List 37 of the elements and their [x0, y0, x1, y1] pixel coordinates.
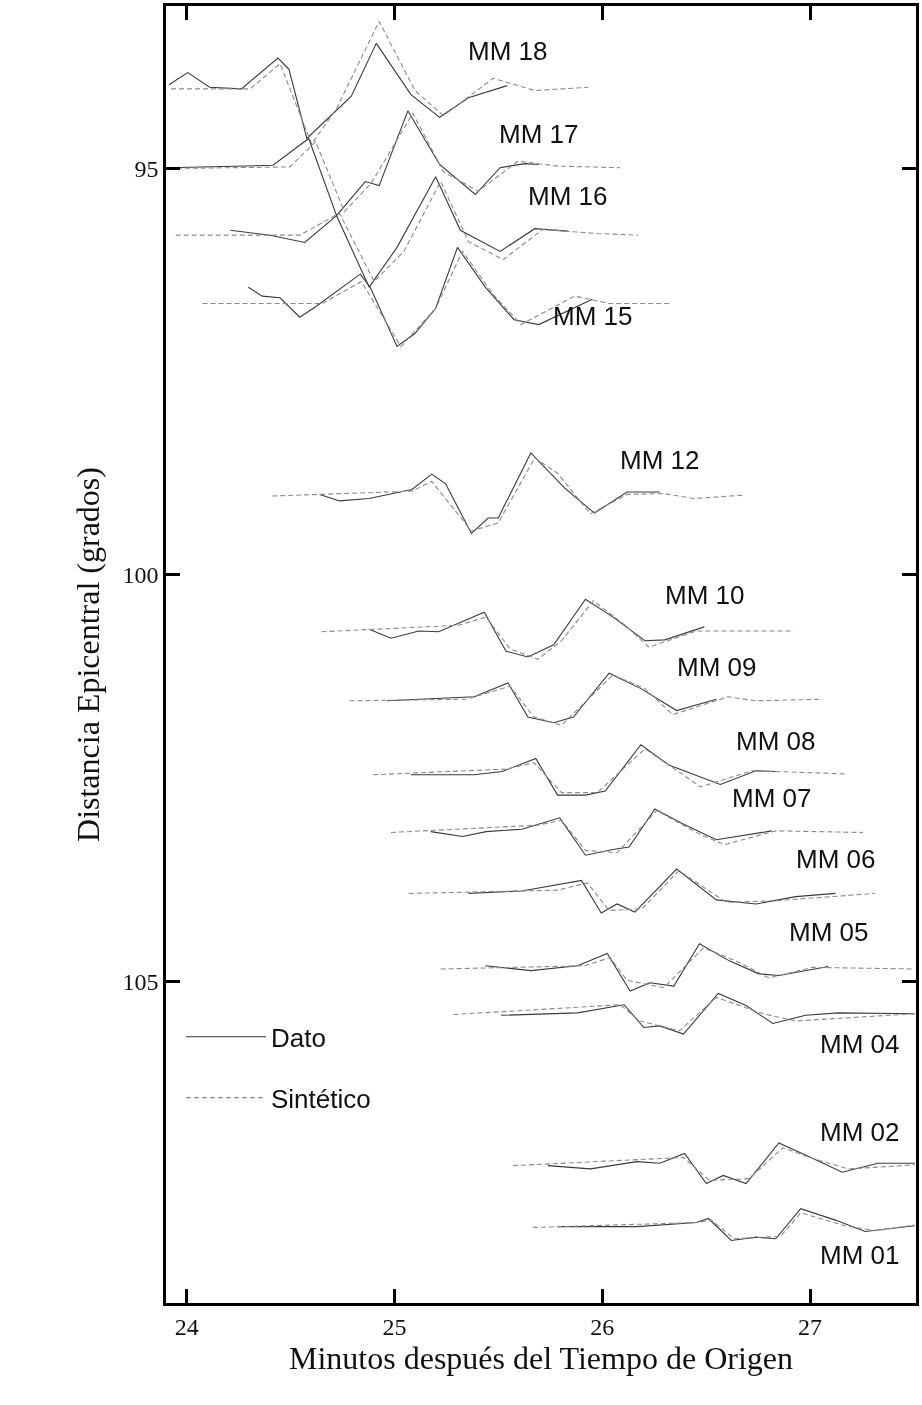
- x-tick-label: 27: [798, 1313, 823, 1340]
- annotation: MM 05: [789, 917, 869, 947]
- annotation: MM 15: [553, 301, 633, 331]
- annotation: MM 09: [677, 652, 757, 682]
- y-tick-label: 105: [122, 968, 159, 995]
- x-axis-title: Minutos después del Tiempo de Origen: [289, 1339, 793, 1376]
- x-tick-label: 26: [590, 1313, 615, 1340]
- line-series: [175, 180, 639, 283]
- annotation: MM 06: [796, 844, 876, 874]
- line-series: [408, 870, 876, 912]
- y-tick-label: 100: [122, 562, 159, 589]
- annotation: MM 04: [820, 1029, 900, 1059]
- line-series: [202, 250, 671, 348]
- x-tick-label: 24: [174, 1313, 199, 1340]
- y-tick-label: 95: [134, 155, 159, 182]
- annotation: MM 01: [820, 1240, 900, 1270]
- line-series: [467, 868, 836, 914]
- line-series: [512, 1147, 916, 1181]
- annotation: MM 17: [499, 119, 579, 149]
- y-axis-title: Distancia Epicentral (grados): [69, 467, 106, 842]
- line-series: [319, 452, 661, 534]
- annotation: MM 12: [620, 445, 700, 475]
- annotation: MM 16: [528, 181, 608, 211]
- x-tick-label: 25: [382, 1313, 407, 1340]
- annotation: MM 02: [820, 1117, 900, 1147]
- line-series: [547, 1142, 916, 1185]
- line-series: [430, 808, 773, 856]
- line-series: [484, 943, 829, 992]
- line-series: [452, 996, 916, 1032]
- legend-label: Sintético: [271, 1083, 371, 1114]
- annotation: MM 07: [732, 783, 812, 813]
- annotation: MM 08: [736, 726, 816, 756]
- annotation: MM 18: [468, 36, 548, 66]
- line-series: [532, 1212, 916, 1240]
- legend-label: Dato: [271, 1022, 326, 1053]
- line-series: [348, 674, 824, 726]
- annotation: MM 10: [665, 580, 745, 610]
